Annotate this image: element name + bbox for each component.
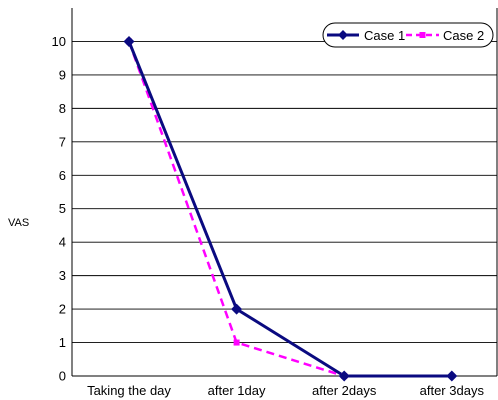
series-1-point — [123, 35, 135, 47]
y-tick-label: 8 — [59, 101, 66, 116]
series-1-point — [231, 303, 243, 315]
x-tick-label: Taking the day — [87, 383, 171, 398]
y-tick-label: 9 — [59, 67, 66, 82]
legend-label-1: Case 1 — [364, 28, 405, 43]
y-tick-label: 1 — [59, 335, 66, 350]
x-tick-labels: Taking the day after 1day after 2days after… — [87, 383, 484, 398]
grid-lines — [72, 41, 497, 343]
series-1-point — [338, 370, 350, 382]
legend-marker-diamond — [338, 30, 348, 40]
legend: Case 1 Case 2 — [322, 22, 494, 48]
series-line-1 — [127, 40, 452, 378]
axes — [71, 8, 498, 377]
x-tick-label: after 2days — [312, 383, 377, 398]
y-tick-label: 3 — [59, 268, 66, 283]
series-lines — [123, 35, 458, 382]
y-axis-title: VAS — [8, 217, 29, 229]
legend-label-2: Case 2 — [443, 28, 484, 43]
series-1-point — [446, 370, 458, 382]
y-tick-label: 4 — [59, 235, 66, 250]
x-tick-label: after 1day — [208, 383, 266, 398]
y-tick-labels: 0 1 2 3 4 5 6 7 8 9 10 — [52, 34, 66, 384]
y-tick-label: 10 — [52, 34, 66, 49]
legend-marker-square — [419, 32, 426, 38]
y-tick-label: 2 — [59, 302, 66, 317]
y-tick-label: 5 — [59, 201, 66, 216]
series-2-point — [233, 339, 240, 346]
y-tick-label: 6 — [59, 168, 66, 183]
y-tick-label: 0 — [59, 369, 66, 384]
x-tick-label: after 3days — [420, 383, 485, 398]
y-tick-label: 7 — [59, 134, 66, 149]
